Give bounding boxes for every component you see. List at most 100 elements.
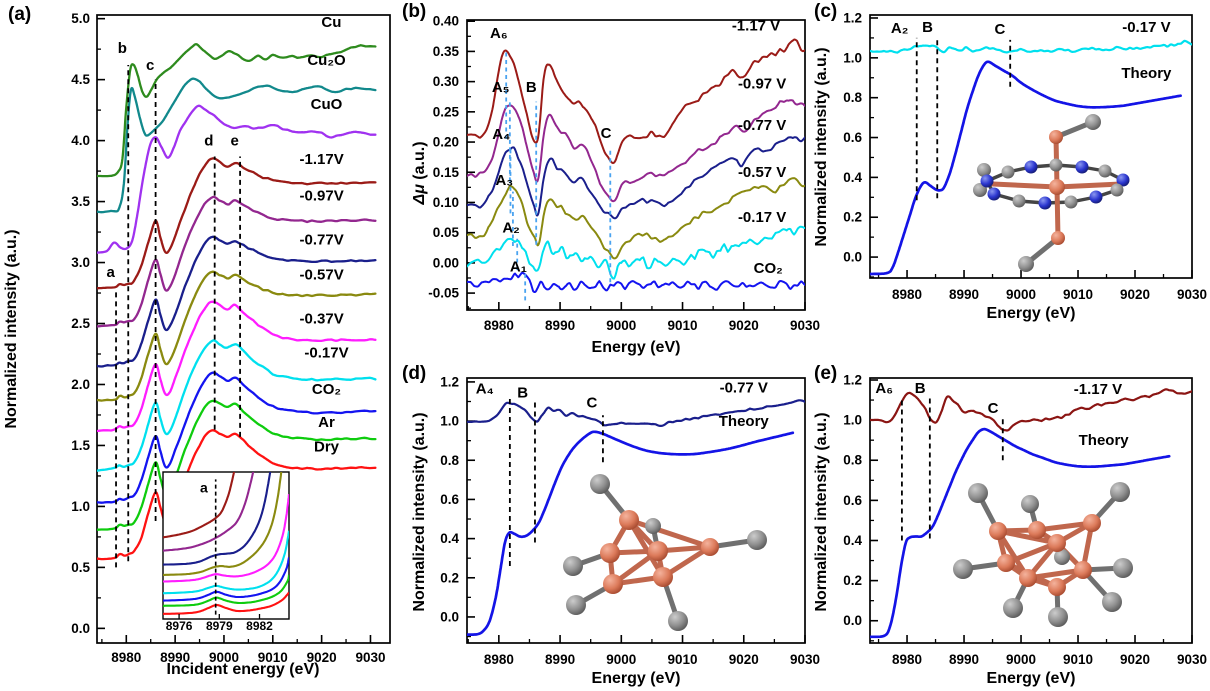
curve-label: CO₂ [754,260,783,277]
curve--0.17V [870,39,1192,54]
curve-label: -1.17 V [1074,381,1122,398]
atom-gray [1003,598,1023,618]
y-tick-label: 0.4 [843,170,862,185]
curve-label: Cu [321,14,341,31]
panel-tag-b: (b) [402,1,427,22]
panel-tag-c: (c) [814,1,838,22]
curve--0.77V [97,235,377,368]
curve--0.77V [467,399,805,427]
atom-blue [980,174,994,188]
inset-curve-Dry [163,591,289,615]
curve-label: Dry [314,439,340,456]
curve--0.77V [467,136,805,220]
feature-label: A₁ [510,258,527,275]
x-tick-label: 9030 [1177,287,1207,302]
x-tick-label: 8990 [949,652,979,667]
atom-salmon [619,510,639,530]
y-tick-label: 0.0 [843,250,862,265]
x-tick-label: 9010 [668,318,698,333]
curve-label: -0.57V [300,267,344,284]
atom-gray [1064,195,1078,209]
feature-label: C [988,400,999,417]
y-tick-label: 2.5 [71,316,90,331]
feature-label: b [118,40,127,57]
y-tick-label: 0.6 [843,493,862,508]
curve-Ar [97,399,377,531]
feature-label: C [586,394,597,411]
atom-blue [1024,160,1038,174]
label-part: (a.u.) [411,141,428,184]
curve-Cu [97,43,377,178]
curve-label: -0.17 V [738,209,786,226]
x-tick-label: 8990 [949,287,979,302]
inset-curve-CO2 [163,556,289,602]
curve-label: -0.17V [304,345,348,362]
y-tick-label: 1.0 [843,50,862,65]
feature-label: c [146,57,154,74]
inset-curve--0.97V [163,472,255,552]
x-tick-label: 8980 [892,652,922,667]
x-tick-label: 9000 [606,318,636,333]
y-axis-title: Normalized intensity (a.u.) [813,412,830,611]
atom-gray [645,518,661,534]
curve--0.97V [467,99,805,203]
panel-c: 8980 8990 9000 9010 9020 9030 0.0 0.2 0.4 0.6 0.8 1… [813,10,1207,322]
x-tick-label: 9020 [729,652,759,667]
y-tick-label: 4.0 [71,133,90,148]
y-tick-label: 0.4 [843,533,862,548]
plot-box-a [96,14,391,644]
x-tick-label: 8990 [545,318,575,333]
atom-salmon [1051,231,1065,245]
x-tick-label: 9020 [729,318,759,333]
curve--1.17V [467,38,805,165]
y-tick-label: 1.2 [440,374,459,389]
x-tick-label: 9030 [790,652,820,667]
y-tick-label: 0.6 [440,492,459,507]
atom-gray [1049,158,1063,172]
atom-gray [1012,194,1026,208]
x-axis-title: Energy (eV) [987,670,1076,687]
feature-label: a [107,264,116,281]
inset-curve--0.37V [163,493,289,583]
inset-curve--0.57V [163,472,283,576]
atom-blue [987,187,1001,201]
atom-blue [1116,173,1130,187]
atom-salmon [1083,514,1101,532]
atom-gray [590,474,610,494]
curve--0.57V [467,177,805,260]
panel-a: 8980 8990 9000 9010 9020 9030 0.0 0.5 1.0 1.5 2.0 2… [3,11,391,678]
label-part: Δμ [411,184,428,206]
x-tick-label: 9030 [355,650,385,665]
atom-salmon [1049,179,1065,195]
curve-label: CuO [311,96,343,113]
y-tick-label: 0.2 [440,570,459,585]
bond [995,528,1060,546]
x-tick-label: 9030 [1177,652,1207,667]
y-tick-label: 0.2 [843,573,862,588]
panel-tag-e: (e) [814,363,838,384]
panel-b: 8980 8990 9000 9010 9020 9030 0.40 0.35 0.30 0.25… [411,14,820,356]
atom-salmon [1074,561,1092,579]
y-tick-label: 1.2 [843,373,862,388]
panel-tag-a: (a) [8,4,32,25]
curve-label: -0.97V [300,187,344,204]
curve-label: -0.57 V [738,164,786,181]
y-tick-label: 0.4 [440,531,459,546]
curve-Theory [870,427,1171,639]
curve-label: CO₂ [312,381,341,398]
feature-label: B [922,19,933,36]
y-tick-label: 1.0 [843,413,862,428]
atom-salmon [1048,578,1066,596]
plot-box-e [869,377,1193,644]
atom-salmon [1049,130,1063,144]
atom-gray [1054,549,1070,565]
atom-gray [1001,165,1015,179]
atom-salmon [1048,534,1066,552]
atom-salmon [701,538,719,556]
inset-feature-label: a [200,480,208,496]
y-axis-title: Δμ (a.u.) [411,141,428,205]
y-tick-label: 0.0 [440,609,459,624]
curve--0.57V [97,270,377,402]
